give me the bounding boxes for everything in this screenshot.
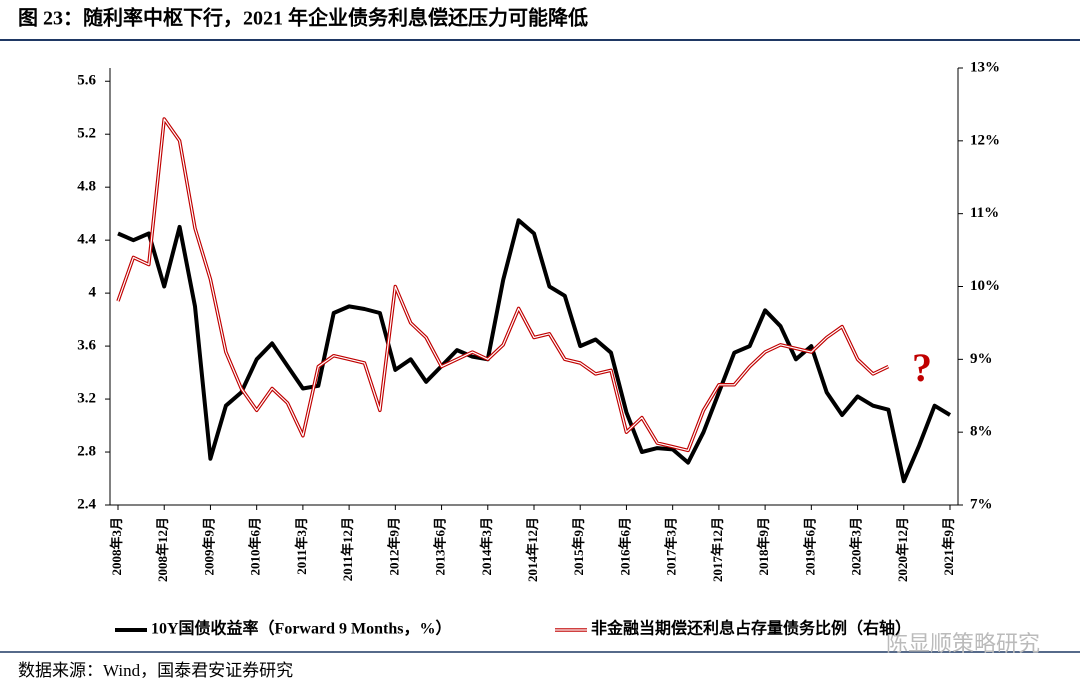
x-tick-label: 2012年9月: [386, 517, 401, 576]
y-tick-label: 5.2: [77, 126, 96, 142]
source: 数据来源：Wind，国泰君安证券研究: [18, 661, 293, 680]
chart-title: 图 23：随利率中枢下行，2021 年企业债务利息偿还压力可能降低: [18, 6, 588, 30]
series-line-inner: [117, 118, 889, 451]
y2-tick-label: 10%: [970, 278, 1000, 294]
y2-tick-label: 7%: [970, 496, 993, 512]
x-tick-label: 2020年12月: [895, 517, 910, 582]
y2-tick-label: 13%: [970, 59, 1000, 75]
x-tick-label: 2020年3月: [849, 517, 864, 576]
legend-label: 10Y国债收益率（Forward 9 Months，%）: [151, 619, 451, 638]
y2-tick-label: 12%: [970, 132, 1000, 148]
x-tick-label: 2015年9月: [571, 517, 586, 576]
y-tick-label: 5.6: [77, 73, 96, 89]
x-tick-label: 2009年9月: [201, 517, 216, 576]
y-tick-label: 2.8: [77, 443, 96, 459]
legend-label: 非金融当期偿还利息占存量债务比例（右轴）: [591, 619, 911, 638]
x-tick-label: 2008年3月: [109, 517, 124, 576]
y-tick-label: 4: [89, 285, 97, 301]
x-tick-label: 2017年12月: [710, 517, 725, 582]
x-tick-label: 2021年9月: [941, 517, 956, 576]
x-tick-label: 2010年6月: [248, 517, 263, 576]
y2-tick-label: 8%: [970, 424, 993, 440]
x-tick-label: 2017年3月: [664, 517, 679, 576]
x-tick-label: 2008年12月: [155, 517, 170, 582]
annotation: ?: [912, 345, 932, 390]
y-tick-label: 3.2: [77, 390, 96, 406]
x-tick-label: 2014年3月: [479, 517, 494, 576]
x-tick-label: 2014年12月: [525, 517, 540, 582]
y2-tick-label: 9%: [970, 351, 993, 367]
watermark: 陈显顺策略研究: [886, 631, 1040, 656]
x-tick-label: 2013年6月: [433, 517, 448, 576]
x-tick-label: 2011年3月: [294, 517, 309, 575]
x-tick-label: 2016年6月: [617, 517, 632, 576]
x-tick-label: 2019年6月: [802, 517, 817, 576]
x-tick-label: 2018年9月: [756, 517, 771, 576]
y-tick-label: 4.4: [77, 232, 96, 248]
y-tick-label: 4.8: [77, 179, 96, 195]
x-tick-label: 2011年12月: [340, 517, 355, 581]
y-tick-label: 2.4: [77, 496, 96, 512]
y-tick-label: 3.6: [77, 338, 96, 354]
series-line: [117, 218, 952, 484]
y2-tick-label: 11%: [970, 205, 999, 221]
